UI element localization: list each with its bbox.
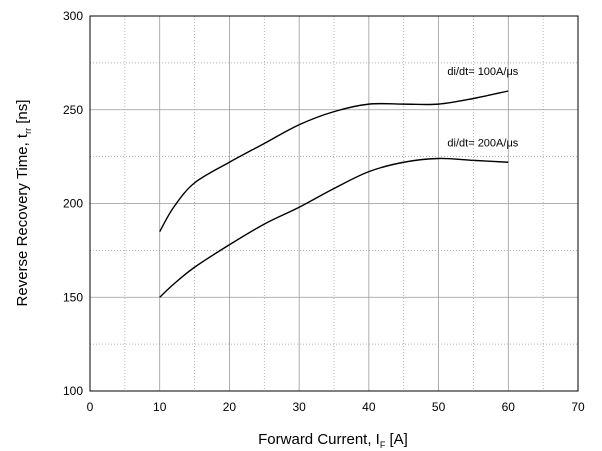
y-tick-label: 200 <box>63 197 83 211</box>
y-axis-title-sub: rr <box>23 128 33 134</box>
y-axis-title-unit: [ns] <box>14 100 31 128</box>
x-tick-label: 20 <box>223 400 237 414</box>
x-tick-label: 0 <box>87 400 94 414</box>
plot-frame <box>89 15 579 392</box>
y-tick-labels: 100 150 200 250 300 <box>63 9 83 398</box>
y-tick-label: 100 <box>63 384 83 398</box>
x-tick-label: 70 <box>571 400 585 414</box>
series-label-1: di/dt= 100A/μs <box>447 66 518 78</box>
x-axis-title-unit: [A] <box>385 431 408 448</box>
y-tick-label: 250 <box>63 103 83 117</box>
x-tick-label: 50 <box>432 400 446 414</box>
grid <box>90 16 578 391</box>
y-tick-label: 300 <box>63 9 83 23</box>
series-label-2: di/dt= 200A/μs <box>447 137 518 149</box>
x-axis-title-main: Forward Current, I <box>258 431 380 448</box>
x-tick-label: 60 <box>502 400 516 414</box>
y-axis-title: Reverse Recovery Time, trr [ns] <box>14 100 33 307</box>
x-axis-title: Forward Current, IF [A] <box>258 431 408 450</box>
y-tick-label: 150 <box>63 290 83 304</box>
x-tick-labels: 0 10 20 30 40 50 60 70 <box>87 400 585 414</box>
x-tick-label: 30 <box>292 400 306 414</box>
y-axis-title-main: Reverse Recovery Time, t <box>14 133 31 306</box>
series-line-2 <box>159 157 509 298</box>
series-line-1 <box>159 90 509 232</box>
x-axis-title-sub: F <box>380 440 386 450</box>
x-tick-label: 40 <box>362 400 376 414</box>
x-tick-label: 10 <box>153 400 167 414</box>
series-layer <box>159 90 509 298</box>
series-annotations: di/dt= 100A/μs di/dt= 200A/μs <box>447 66 518 149</box>
